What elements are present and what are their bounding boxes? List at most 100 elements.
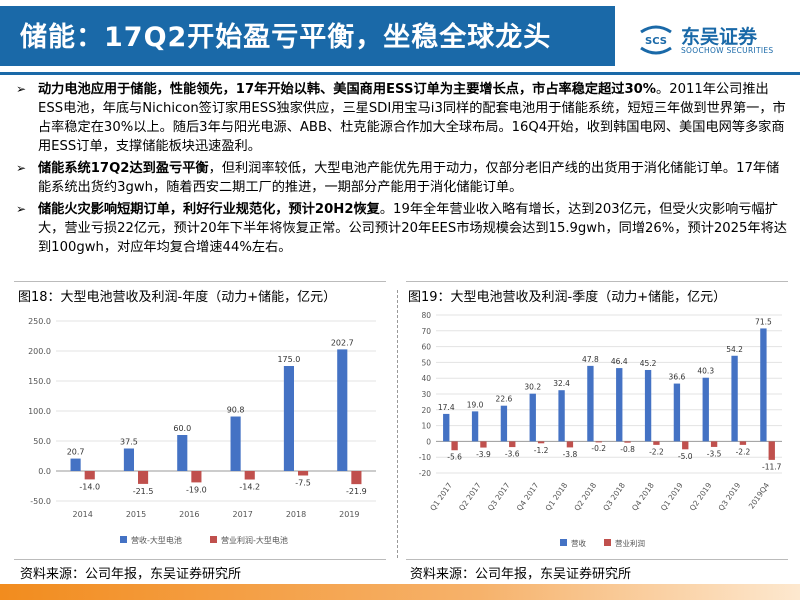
profit-bar bbox=[682, 441, 689, 450]
y-tick-label: 60 bbox=[421, 343, 431, 352]
bullet-arrow-icon: ➢ bbox=[16, 202, 27, 216]
profit-bar bbox=[739, 441, 747, 445]
data-label: 60.0 bbox=[173, 424, 191, 433]
profit-bar bbox=[138, 471, 149, 484]
logo-mark-text: SCS bbox=[645, 36, 667, 47]
y-tick-label: 10 bbox=[421, 422, 431, 431]
data-label: 40.3 bbox=[697, 367, 714, 376]
revenue-bar bbox=[616, 368, 623, 442]
logo-english: SOOCHOW SECURITIES bbox=[681, 46, 774, 55]
data-label: 37.5 bbox=[120, 438, 138, 447]
data-label: -21.9 bbox=[346, 487, 367, 496]
profit-bar bbox=[566, 441, 574, 448]
y-tick-label: 20 bbox=[421, 406, 431, 415]
bullet-item: ➢ 储能火灾影响短期订单，利好行业规范化，预计20H2恢复。19年全年营业收入略… bbox=[12, 200, 790, 257]
profit-bar bbox=[595, 441, 602, 443]
y-tick-label: 250.0 bbox=[28, 317, 51, 326]
bullet-body: 。2011年公司推出ESS电池，年底与Nichicon签订家用ESS独家供应，三… bbox=[38, 82, 786, 154]
x-tick-label: Q2 2017 bbox=[457, 481, 483, 513]
revenue-bar bbox=[230, 416, 241, 471]
legend-swatch bbox=[604, 539, 611, 546]
y-tick-label: 0.0 bbox=[38, 467, 51, 476]
x-tick-label: Q3 2018 bbox=[601, 481, 627, 513]
revenue-bar bbox=[443, 413, 450, 442]
data-label: -21.5 bbox=[133, 487, 154, 496]
logo-chinese: 东吴证券 bbox=[681, 26, 758, 48]
x-tick-label: Q2 2019 bbox=[688, 481, 714, 513]
data-label: 32.4 bbox=[553, 379, 570, 388]
x-tick-label: Q4 2018 bbox=[630, 481, 656, 513]
x-tick-label: Q1 2019 bbox=[659, 481, 685, 513]
profit-bar bbox=[653, 441, 660, 445]
revenue-bar bbox=[283, 366, 294, 471]
data-label: -0.8 bbox=[620, 445, 635, 454]
y-tick-label: 50 bbox=[421, 358, 431, 367]
page-title: 储能：17Q2开始盈亏平衡，坐稳全球龙头 bbox=[20, 22, 552, 53]
x-tick-label: Q4 2017 bbox=[515, 481, 541, 513]
profit-bar bbox=[451, 441, 458, 451]
profit-bar bbox=[351, 471, 362, 485]
data-label: 36.6 bbox=[669, 373, 686, 382]
right-chart-top-rule bbox=[406, 281, 788, 282]
data-label: -3.6 bbox=[505, 450, 520, 459]
x-tick-label: 2016 bbox=[179, 510, 199, 519]
bullet-list: ➢ 动力电池应用于储能，性能领先，17年开始以韩、美国商用ESS订单为主要增长点… bbox=[12, 80, 790, 260]
data-label: 22.6 bbox=[496, 395, 513, 404]
revenue-bar bbox=[673, 383, 681, 442]
legend-label: 营收 bbox=[571, 538, 586, 548]
bullet-body: ，但利润率较低，大型电池产能优先用于动力，仅部分老旧产线的出货用于消化储能订单。… bbox=[38, 161, 780, 195]
legend-swatch bbox=[560, 539, 567, 546]
x-tick-label: 2015 bbox=[126, 510, 146, 519]
data-label: 90.8 bbox=[227, 406, 245, 415]
legend-label: 营收-大型电池 bbox=[131, 535, 182, 545]
revenue-bar bbox=[558, 390, 565, 442]
bullet-item: ➢ 储能系统17Q2达到盈亏平衡，但利润率较低，大型电池产能优先用于动力，仅部分… bbox=[12, 159, 790, 197]
data-label: 19.0 bbox=[467, 400, 484, 409]
bullet-arrow-icon: ➢ bbox=[16, 161, 27, 175]
data-label: -3.9 bbox=[476, 450, 491, 459]
x-tick-label: Q1 2018 bbox=[544, 481, 570, 513]
revenue-bar bbox=[471, 411, 479, 442]
revenue-bar bbox=[177, 435, 188, 471]
left-chart-title: 图18：大型电池营收及利润-年度（动力+储能，亿元） bbox=[18, 290, 337, 305]
revenue-bar bbox=[529, 393, 536, 442]
y-tick-label: 30 bbox=[421, 390, 431, 399]
y-tick-label: 150.0 bbox=[28, 377, 51, 386]
profit-bar bbox=[244, 471, 255, 480]
profit-bar bbox=[537, 441, 545, 444]
right-chart-title: 图19：大型电池营收及利润-季度（动力+储能，亿元） bbox=[408, 290, 727, 305]
profit-bar bbox=[84, 471, 95, 480]
quarterly-bar-chart: -20 -10 0 10 20 30 40 50 60 70 80 17.4 -5.6 Q1 2017 19… bbox=[419, 311, 782, 548]
left-chart-source: 资料来源：公司年报，东吴证券研究所 bbox=[20, 567, 242, 582]
right-source-rule bbox=[406, 559, 788, 560]
revenue-bar bbox=[587, 365, 594, 442]
revenue-bar bbox=[123, 448, 134, 471]
y-tick-label: 0 bbox=[426, 437, 431, 446]
data-label: -0.2 bbox=[591, 444, 606, 453]
x-tick-label: Q1 2017 bbox=[428, 481, 454, 513]
x-tick-label: 2019 bbox=[339, 510, 359, 519]
data-label: 17.4 bbox=[438, 403, 455, 412]
left-chart-top-rule bbox=[14, 281, 386, 282]
y-tick-label: 80 bbox=[421, 311, 431, 320]
annual-bar-chart: -50.0 0.0 50.0 100.0 150.0 200.0 250.0 20.7 -14.… bbox=[28, 317, 376, 545]
bullet-arrow-icon: ➢ bbox=[16, 82, 27, 96]
x-tick-label: Q3 2019 bbox=[717, 481, 743, 513]
profit-bar bbox=[298, 471, 309, 476]
data-label: 30.2 bbox=[524, 383, 541, 392]
data-label: 20.7 bbox=[67, 448, 85, 457]
legend-swatch bbox=[120, 536, 127, 543]
company-logo: SCS 东吴证券 SOOCHOW SECURITIES bbox=[637, 22, 797, 62]
data-label: 71.5 bbox=[755, 317, 772, 326]
y-tick-label: 200.0 bbox=[28, 347, 51, 356]
chart-divider bbox=[397, 290, 399, 558]
legend-swatch bbox=[210, 536, 217, 543]
data-label: -2.2 bbox=[736, 447, 751, 456]
data-label: 45.2 bbox=[640, 359, 657, 368]
profit-bar bbox=[710, 441, 718, 447]
bullet-lead: 储能系统17Q2达到盈亏平衡 bbox=[38, 161, 209, 176]
x-tick-label: 2017 bbox=[232, 510, 252, 519]
legend-label: 营业利润-大型电池 bbox=[221, 535, 288, 545]
data-label: -1.2 bbox=[534, 446, 549, 455]
data-label: -11.7 bbox=[762, 462, 782, 471]
